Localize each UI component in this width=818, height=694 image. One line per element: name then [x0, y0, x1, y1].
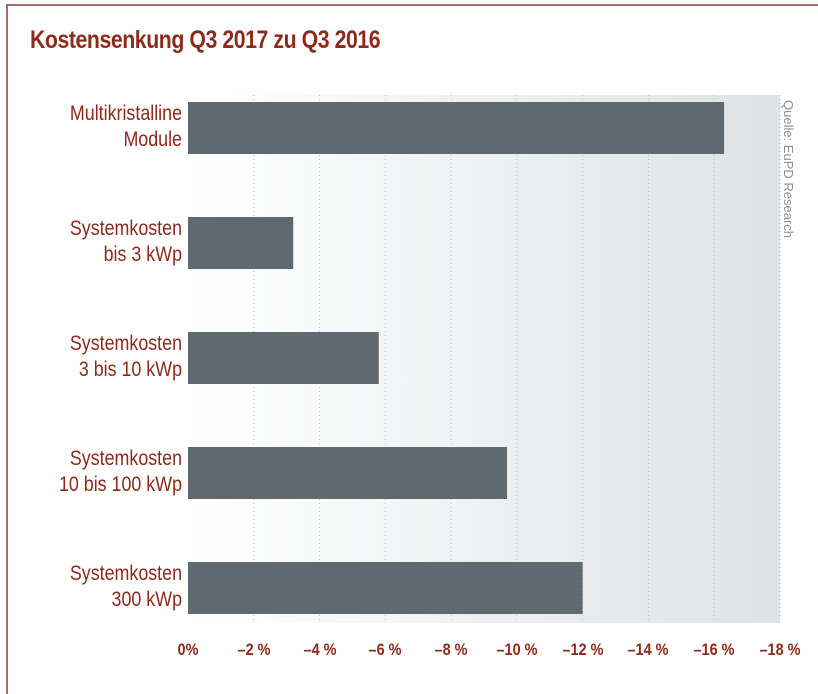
bar — [188, 332, 379, 384]
frame — [6, 4, 818, 694]
x-tick-label: –18 % — [759, 640, 801, 659]
y-tick-label: Multikristalline Module — [69, 102, 182, 151]
y-tick-label: Systemkosten 300 kWp — [69, 562, 182, 611]
bar — [188, 447, 508, 499]
x-tick-label: –10 % — [496, 640, 538, 659]
bar — [188, 102, 725, 154]
x-tick-label: –16 % — [693, 640, 735, 659]
x-tick-label: –6 % — [368, 640, 402, 659]
bar — [188, 562, 583, 614]
y-tick-label: Systemkosten 3 bis 10 kWp — [69, 332, 182, 381]
x-tick-label: –2 % — [237, 640, 271, 659]
x-tick-label: –8 % — [434, 640, 468, 659]
source-note: Quelle: EuPD Research — [781, 100, 796, 239]
chart-title: Kostensenkung Q3 2017 zu Q3 2016 — [30, 26, 381, 54]
x-tick-label: –14 % — [627, 640, 669, 659]
y-tick-label: Systemkosten 10 bis 100 kWp — [58, 447, 182, 496]
x-tick-label: 0% — [177, 640, 199, 659]
x-tick-label: –4 % — [303, 640, 337, 659]
y-tick-label: Systemkosten bis 3 kWp — [69, 217, 182, 266]
bar — [188, 217, 294, 269]
x-tick-label: –12 % — [562, 640, 604, 659]
